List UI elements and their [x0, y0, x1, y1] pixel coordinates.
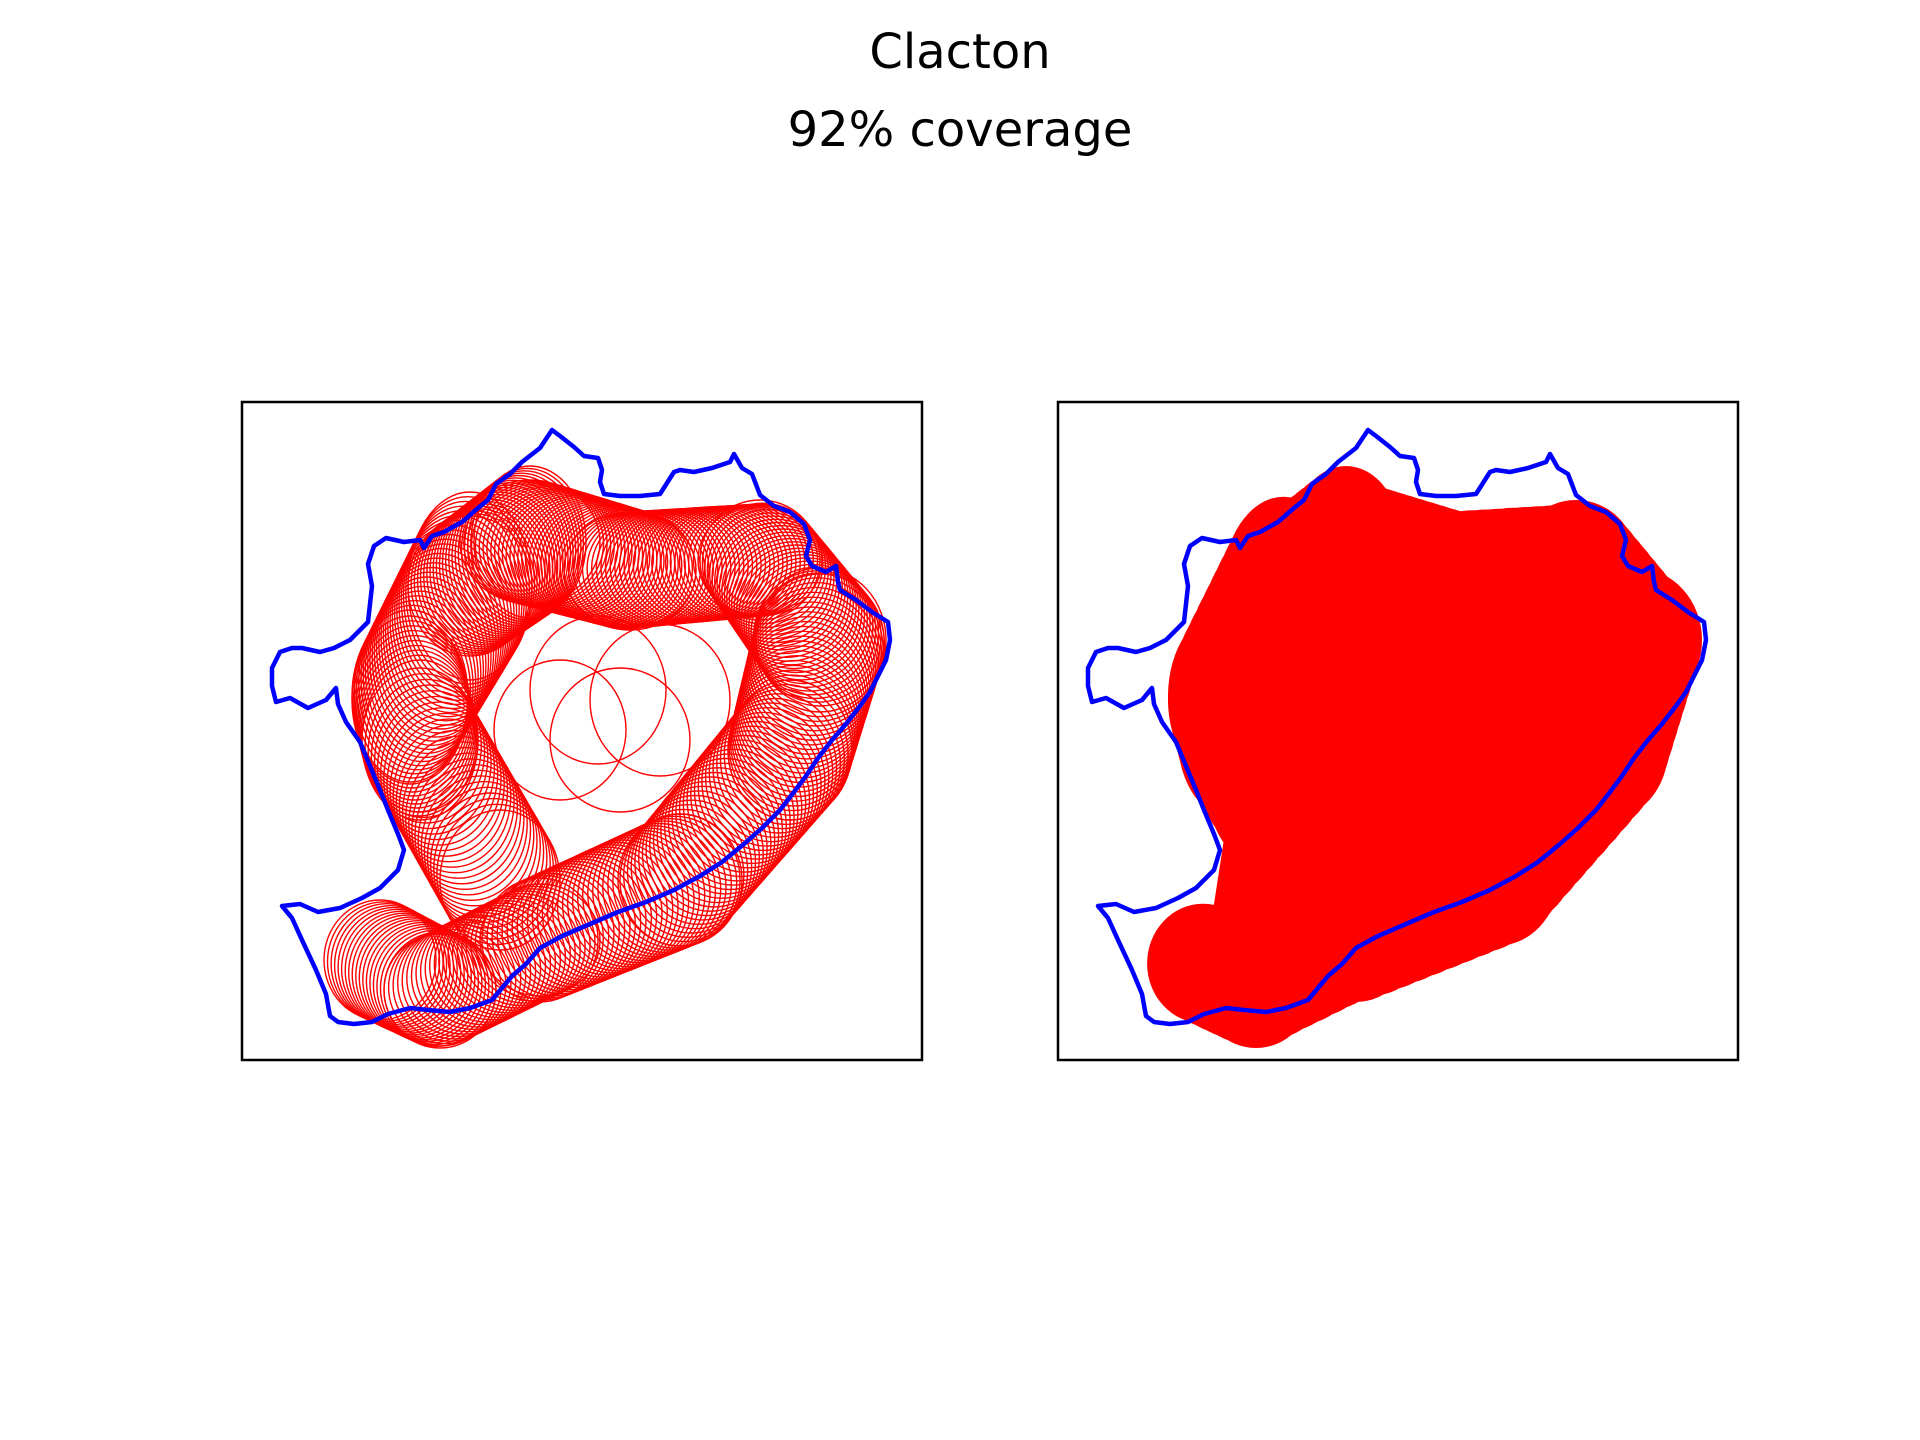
- coverage-circle: [571, 834, 695, 966]
- coverage-circle: [358, 644, 476, 809]
- coverage-circle: [460, 474, 577, 627]
- coverage-subtitle: 92% coverage: [787, 102, 1133, 158]
- coverage-circle: [433, 907, 552, 1021]
- coverage-circle: [362, 585, 482, 763]
- coverage-circle: [365, 921, 480, 1041]
- coverage-circle: [360, 654, 478, 817]
- coverage-circle: [392, 724, 512, 868]
- coverage-circle: [549, 667, 691, 813]
- circle-fill-group: [1147, 466, 1702, 1048]
- coverage-circle: [355, 634, 474, 801]
- coverage-circle: [355, 916, 469, 1036]
- coverage-circle: [415, 916, 532, 1030]
- figure-title: Clacton: [869, 24, 1051, 80]
- coverage-circle: [457, 477, 574, 628]
- coverage-circle: [395, 729, 515, 874]
- coverage-circle: [671, 748, 795, 886]
- coverage-circle: [556, 841, 679, 972]
- coverage-union-fill: [1210, 520, 1640, 990]
- coverage-circle: [364, 672, 483, 819]
- coverage-circle: [577, 832, 701, 964]
- right-panel-frame: [1056, 400, 1740, 1062]
- coverage-circle: [582, 829, 706, 962]
- coverage-circle: [330, 903, 444, 1025]
- coverage-circle: [370, 684, 489, 830]
- coverage-circle: [367, 678, 486, 824]
- coverage-circle: [361, 659, 479, 821]
- coverage-circle: [371, 566, 492, 747]
- coverage-circle: [733, 544, 860, 674]
- coverage-circle: [337, 906, 451, 1028]
- coverage-circle: [630, 799, 753, 934]
- coverage-circle: [444, 486, 564, 636]
- circle-outline-group: [323, 465, 887, 1049]
- coverage-circle: [589, 623, 731, 777]
- coverage-circle: [376, 695, 496, 841]
- coverage-circle: [701, 502, 824, 625]
- coverage-circle: [380, 701, 499, 846]
- coverage-circle: [424, 911, 542, 1026]
- left-panel-frame: [240, 400, 924, 1062]
- coverage-circle: [734, 650, 862, 793]
- coverage-circle: [373, 690, 492, 835]
- coverage-circle: [356, 639, 475, 805]
- coverage-circle: [592, 825, 717, 958]
- coverage-circle: [447, 900, 567, 1014]
- coverage-circle: [351, 914, 465, 1034]
- coverage-circle: [396, 926, 512, 1040]
- coverage-circle: [401, 923, 517, 1038]
- coverage-circle: [353, 625, 471, 793]
- coverage-circle: [326, 901, 441, 1023]
- left-panel: [240, 400, 924, 1062]
- coverage-circle: [649, 776, 772, 912]
- coverage-circle: [359, 649, 477, 813]
- coverage-circle: [387, 533, 510, 718]
- coverage-circle: [369, 571, 490, 751]
- coverage-circle: [351, 615, 469, 785]
- coverage-circle: [660, 762, 784, 899]
- coverage-circle: [493, 659, 627, 801]
- coverage-circle: [352, 620, 470, 789]
- coverage-circle: [344, 910, 458, 1031]
- coverage-circle: [358, 918, 472, 1038]
- coverage-circle: [323, 899, 437, 1021]
- coverage-circle: [362, 920, 476, 1039]
- coverage-circle: [531, 853, 653, 982]
- coverage-circle: [551, 844, 674, 974]
- coverage-circle: [634, 794, 757, 930]
- coverage-circle: [541, 848, 663, 978]
- coverage-circle: [354, 629, 472, 797]
- coverage-circle: [526, 856, 647, 985]
- coverage-circle: [333, 905, 448, 1026]
- constituency-boundary: [1085, 427, 1709, 1027]
- coverage-circle: [597, 822, 722, 956]
- coverage-circle: [386, 712, 505, 857]
- coverage-circle: [561, 839, 685, 970]
- coverage-circle: [348, 912, 462, 1033]
- coverage-circle: [389, 718, 509, 863]
- coverage-circle: [731, 659, 859, 802]
- coverage-circle: [730, 541, 857, 670]
- right-panel: [1056, 400, 1740, 1062]
- coverage-circle: [559, 508, 694, 630]
- coverage-circle: [566, 837, 690, 968]
- coverage-circle: [656, 767, 780, 904]
- coverage-circle: [340, 908, 455, 1029]
- coverage-circle: [383, 707, 502, 852]
- coverage-circle: [738, 550, 866, 681]
- constituency-boundary: [269, 427, 893, 1027]
- coverage-circle: [587, 827, 711, 960]
- coverage-circle: [529, 615, 667, 765]
- coverage-circle: [678, 739, 803, 878]
